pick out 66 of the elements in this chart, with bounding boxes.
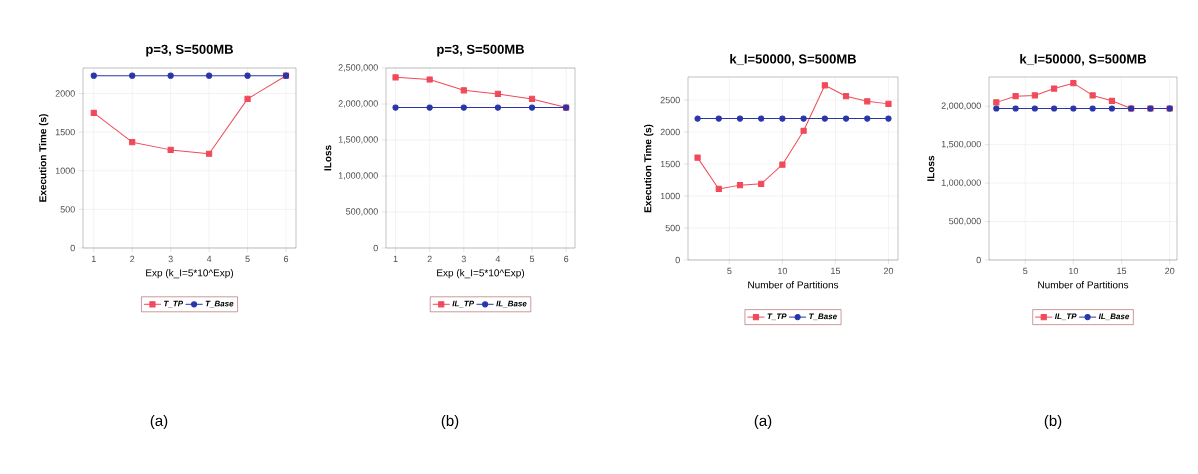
- x-tick-label: 2: [130, 255, 135, 263]
- y-tick-label: 2,000,000: [941, 102, 981, 110]
- x-tick-label: 6: [283, 255, 289, 263]
- y-tick-label: 1,500,000: [338, 136, 378, 144]
- chart-title: k_I=50000, S=500MB: [730, 54, 856, 66]
- y-tick-label: 2,000,000: [338, 100, 378, 108]
- y-tick-label: 2000: [660, 128, 680, 136]
- x-tick-label: 15: [1117, 267, 1127, 275]
- y-tick-label: 0: [675, 256, 680, 264]
- y-tick-label: 2500: [660, 96, 680, 104]
- y-tick-label: 500,000: [346, 208, 378, 216]
- legend-label: IL_Base: [496, 300, 527, 308]
- text: (b): [441, 415, 459, 429]
- x-axis-title: Number of Partitions: [1038, 281, 1129, 289]
- legend-label: T_Base: [205, 300, 234, 308]
- x-tick-label: 5: [529, 255, 535, 263]
- y-tick-label: 500: [60, 206, 75, 213]
- chart-title: p=3, S=500MB: [437, 44, 524, 57]
- y-axis-title: Execution Time (s): [644, 124, 654, 213]
- x-axis-title: Exp (k_I=5*10^Exp): [146, 269, 234, 279]
- x-tick-label: 10: [1069, 267, 1079, 275]
- y-tick-label: 1,000,000: [338, 172, 378, 180]
- y-axis-title: Execution Time (s): [38, 114, 49, 202]
- y-tick-label: 1500: [660, 160, 680, 168]
- x-tick-label: 1: [393, 255, 398, 262]
- y-tick-label: 1500: [55, 128, 75, 136]
- x-tick-label: 10: [778, 267, 788, 275]
- legend-label: IL_Base: [1098, 313, 1130, 321]
- y-tick-label: 0: [373, 244, 378, 252]
- y-tick-label: 1,000,000: [941, 179, 981, 187]
- legend-label: IL_TP: [452, 300, 475, 308]
- x-tick-label: 20: [883, 267, 894, 275]
- x-tick-label: 4: [495, 255, 501, 262]
- x-tick-label: 1: [91, 255, 96, 262]
- y-tick-label: 0: [976, 256, 981, 264]
- x-tick-label: 20: [1165, 267, 1175, 275]
- y-axis-title: ILoss: [324, 145, 332, 171]
- x-axis-title: Exp (k_I=5*10^Exp): [437, 269, 525, 279]
- x-tick-label: 15: [831, 267, 841, 275]
- text: (a): [150, 415, 168, 429]
- x-tick-label: 5: [1023, 267, 1028, 275]
- x-tick-label: 5: [727, 267, 732, 275]
- chart-title: p=3, S=500MB: [146, 44, 233, 57]
- x-tick-label: 3: [168, 255, 173, 263]
- x-tick-label: 2: [427, 255, 432, 263]
- y-tick-label: 1000: [660, 192, 680, 200]
- x-tick-label: 6: [564, 255, 569, 263]
- x-tick-label: 4: [206, 255, 212, 262]
- x-axis-title: Number of Partitions: [748, 281, 839, 289]
- x-tick-label: 3: [461, 255, 466, 263]
- y-tick-label: 500,000: [949, 217, 981, 226]
- y-tick-label: 2,500,000: [338, 64, 378, 72]
- legend-label: IL_TP: [1054, 313, 1077, 321]
- y-tick-label: 1,500,000: [941, 140, 981, 149]
- text: (a): [754, 415, 772, 429]
- y-tick-label: 500: [665, 224, 680, 232]
- y-tick-label: 1000: [55, 167, 75, 174]
- text: (b): [1044, 415, 1062, 429]
- chart-title: k_I=50000, S=500MB: [1020, 54, 1146, 66]
- y-tick-label: 0: [70, 244, 75, 252]
- x-tick-label: 5: [245, 255, 250, 263]
- legend-label: T_TP: [767, 313, 787, 321]
- y-axis-title: ILoss: [927, 155, 935, 181]
- y-tick-label: 2000: [55, 90, 75, 97]
- legend-label: T_Base: [809, 313, 837, 321]
- legend-label: T_TP: [164, 300, 184, 308]
